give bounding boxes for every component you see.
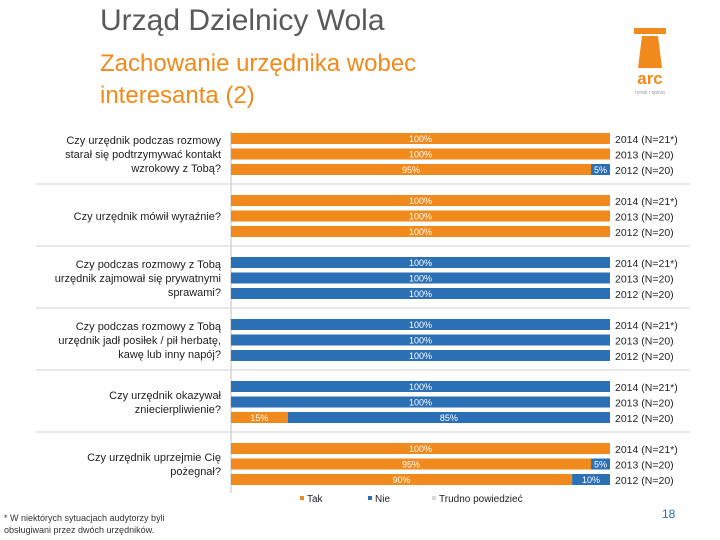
year-label: 2012 (N=20) <box>615 475 674 487</box>
year-label: 2013 (N=20) <box>615 398 674 410</box>
legend-label: Tak <box>307 494 324 505</box>
question-label: Czy podczas rozmowy z Tobą <box>76 321 222 333</box>
question-label: urzędnik zajmował się prywatnymi <box>55 273 221 285</box>
bar-label-tak: 90% <box>393 475 411 485</box>
bar-segment-nie <box>287 412 610 423</box>
bar-segment-nie <box>572 474 610 485</box>
bar-label-tak: 100% <box>409 227 432 237</box>
bar-label-nie: 100% <box>409 398 432 408</box>
bar-label-nie: 10% <box>582 475 600 485</box>
year-label: 2012 (N=20) <box>615 413 674 425</box>
question-label: kawę lub inny napój? <box>118 349 221 361</box>
year-label: 2014 (N=21*) <box>615 134 678 146</box>
bar-label-tak: 100% <box>409 444 432 454</box>
bar-label-nie: 100% <box>409 382 432 392</box>
bar-label-nie: 100% <box>409 289 432 299</box>
bar-segment-tak <box>231 226 610 237</box>
logo-caption: rynek i opinia <box>635 90 665 96</box>
bar-segment-nie <box>231 350 610 361</box>
question-label: zniecierpliwienie? <box>135 404 221 416</box>
bar-segment-tak <box>231 210 610 222</box>
year-label: 2014 (N=21*) <box>615 382 678 394</box>
bar-segment-tak <box>231 412 288 423</box>
year-label: 2013 (N=20) <box>615 460 674 472</box>
year-label: 2012 (N=20) <box>615 289 674 301</box>
year-label: 2012 (N=20) <box>615 227 674 239</box>
question-label: Czy urzędnik mówił wyraźnie? <box>74 211 221 223</box>
question-label: wzrokowy z Tobą? <box>130 163 221 175</box>
bar-segment-tak <box>231 148 610 160</box>
year-label: 2013 (N=20) <box>615 212 674 224</box>
question-label: Czy urzędnik okazywał <box>109 390 221 402</box>
bar-segment-tak <box>231 458 592 470</box>
year-label: 2014 (N=21*) <box>615 320 678 332</box>
bar-label-tak: 15% <box>250 413 268 423</box>
bar-label-nie: 100% <box>409 351 432 361</box>
question-label: pożegnał? <box>170 466 221 478</box>
legend-label: Trudno powiedzieć <box>439 494 523 505</box>
bar-segment-nie <box>231 272 610 284</box>
year-label: 2012 (N=20) <box>615 165 674 177</box>
legend-label: Nie <box>375 494 390 505</box>
bar-segment-nie <box>591 458 610 470</box>
year-label: 2013 (N=20) <box>615 274 674 286</box>
bar-label-nie: 5% <box>594 165 607 175</box>
page-title: Urząd Dzielnicy Wola <box>100 4 385 37</box>
bar-segment-tak <box>231 195 610 206</box>
legend-swatch <box>432 496 436 500</box>
bar-label-nie: 100% <box>409 258 432 268</box>
bar-segment-tak <box>231 443 610 454</box>
year-label: 2014 (N=21*) <box>615 258 678 270</box>
question-label: Czy podczas rozmowy z Tobą <box>76 259 222 271</box>
question-label: sprawami? <box>168 287 221 299</box>
year-label: 2013 (N=20) <box>615 336 674 348</box>
logo-text: arc <box>637 69 663 88</box>
page-subtitle: Zachowanie urzędnika wobec interesanta (… <box>100 50 417 109</box>
bar-label-nie: 85% <box>440 413 458 423</box>
bar-segment-nie <box>231 381 610 392</box>
year-label: 2012 (N=20) <box>615 351 674 363</box>
bar-segment-nie <box>231 396 610 408</box>
bar-label-nie: 100% <box>409 336 432 346</box>
bar-label-tak: 95% <box>402 460 420 470</box>
question-label: Czy urzędnik podczas rozmowy <box>66 135 221 147</box>
bar-segment-tak <box>231 164 592 175</box>
year-label: 2014 (N=21*) <box>615 196 678 208</box>
footnote: * W niektórych sytuacjach audytorzy byli… <box>4 513 165 535</box>
legend-swatch <box>368 496 372 500</box>
bar-segment-nie <box>591 164 610 175</box>
arc-logo: arc rynek i opinia <box>628 28 672 96</box>
bar-label-nie: 100% <box>409 320 432 330</box>
legend-swatch <box>300 496 304 500</box>
bar-label-tak: 100% <box>409 150 432 160</box>
year-label: 2013 (N=20) <box>615 150 674 162</box>
bar-segment-tak <box>231 133 610 144</box>
question-label: urzędnik jadł posiłek / pił herbatę, <box>58 335 221 347</box>
page-number: 18 <box>662 507 676 521</box>
bar-segment-nie <box>231 319 610 330</box>
bar-label-tak: 100% <box>409 134 432 144</box>
bar-segment-nie <box>231 288 610 299</box>
bar-segment-tak <box>231 474 573 485</box>
bar-label-nie: 5% <box>594 460 607 470</box>
year-label: 2014 (N=21*) <box>615 444 678 456</box>
bar-label-tak: 100% <box>409 196 432 206</box>
bar-segment-nie <box>231 334 610 346</box>
bar-label-nie: 100% <box>409 274 432 284</box>
question-label: Czy urzędnik uprzejmie Cię <box>87 452 221 464</box>
bar-label-tak: 95% <box>402 165 420 175</box>
bar-segment-nie <box>231 257 610 268</box>
question-label: starał się podtrzymywać kontakt <box>65 149 221 161</box>
bar-label-tak: 100% <box>409 212 432 222</box>
